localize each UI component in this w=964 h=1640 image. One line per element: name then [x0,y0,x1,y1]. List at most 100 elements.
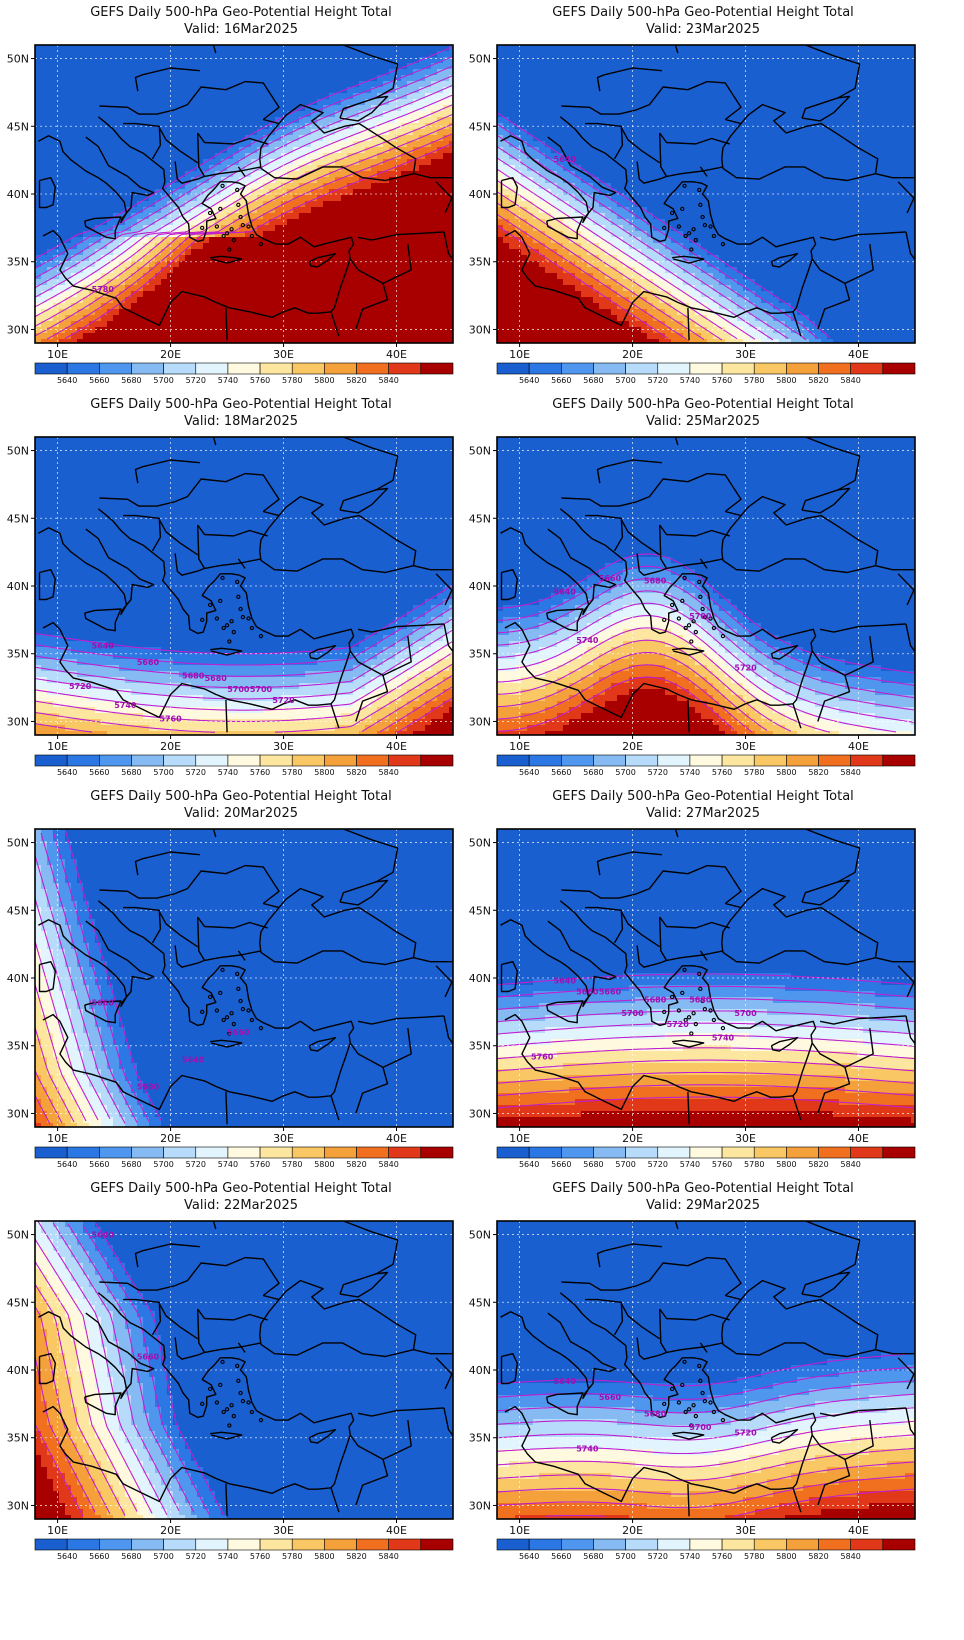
colorbar-swatch [593,1146,626,1159]
colorbar-swatch [131,1538,164,1551]
height-contours [35,829,162,1125]
lat-tick-label: 45N [7,120,29,133]
lat-tick-label: 30N [469,323,491,336]
contour-label: 5720 [734,663,757,672]
contour-labels: 5640 5660 5680 5700 5720 5740 [554,1377,757,1454]
lon-tick-label: 20E [622,1132,643,1145]
colorbar-swatch [721,1146,755,1159]
colorbar-swatch [657,1146,691,1159]
map-panel: GEFS Daily 500-hPa Geo-Potential Height … [0,392,482,802]
lon-tick-label: 30E [735,1132,756,1145]
colorbar-swatch [131,754,164,767]
colorbar-swatch [195,362,229,375]
map-panel: GEFS Daily 500-hPa Geo-Potential Height … [0,0,482,410]
colorbar: 5640 5660 5680 5700 5720 5740 5760 5780 5800 5820… [496,1146,916,1169]
colorbar-label: 5680 [583,768,603,777]
colorbar-swatch [882,362,916,375]
axis-ticks: 50N 45N 40N 35N 30N 10E 20E 30E 40E [7,53,407,361]
lat-tick-label: 30N [469,1499,491,1512]
map-plot: 5640 5660 5680 5700 5720 5740 50N 45N 40N 35N 30N 1… [469,436,916,777]
lat-tick-label: 40N [469,972,491,985]
colorbar-swatch [99,1538,132,1551]
colorbar-label: 5680 [121,376,141,385]
colorbar-swatch [528,1538,562,1551]
contour-label: 5720 [272,696,295,705]
colorbar-label: 5660 [551,376,571,385]
colorbar-swatch [291,1538,325,1551]
colorbar-label: 5700 [615,376,635,385]
contour-label: 5700 [227,685,250,694]
lat-tick-label: 35N [469,256,491,269]
shaded-height-field: 5640 5660 5680 5700 5720 5740 [497,1221,915,1519]
colorbar-swatch [291,1146,325,1159]
colorbar-label: 5740 [218,1160,238,1169]
colorbar-label: 5780 [744,768,764,777]
colorbar-label: 5760 [712,1552,732,1561]
colorbar-label: 5700 [615,1552,635,1561]
colorbar-label: 5660 [89,1160,109,1169]
axis-ticks: 50N 45N 40N 35N 30N 10E 20E 30E 40E [7,445,407,753]
coastlines [500,829,915,1125]
colorbar-swatch [388,1146,422,1159]
colorbar-label: 5800 [314,1552,334,1561]
contour-label: 5700 [689,1423,712,1432]
lon-tick-label: 40E [386,740,407,753]
colorbar-swatch [356,1146,389,1159]
colorbar: 5640 5660 5680 5700 5720 5740 5760 5780 5800 5820… [34,754,454,777]
colorbar-swatch [753,362,787,375]
lon-tick-label: 30E [273,348,294,361]
colorbar-swatch [291,362,325,375]
colorbar-swatch [324,1538,357,1551]
colorbar: 5640 5660 5680 5700 5720 5740 5760 5780 5800 5820… [496,754,916,777]
panel-valid-date: Valid: 23Mar2025 [462,21,944,38]
contour-label: 5680 [182,671,205,680]
lon-tick-label: 40E [848,1524,869,1537]
colorbar-label: 5760 [250,768,270,777]
colorbar-label: 5820 [346,376,366,385]
lat-tick-label: 50N [469,1229,491,1242]
contour-labels: 5640 5660 [92,1231,160,1362]
colorbar-swatch [593,1538,626,1551]
contour-label: 5720 [667,1020,690,1029]
shaded-height-field: 5640 5660 5680 5700 5720 5740 5760 5680 5700 5720 [35,437,453,735]
lat-tick-label: 45N [469,512,491,525]
contour-label: 5700 [250,685,273,694]
colorbar-swatch [561,1146,594,1159]
colorbar-label: 5720 [186,768,206,777]
colorbar-swatch [753,1538,787,1551]
lon-tick-label: 40E [386,1132,407,1145]
panel-title: GEFS Daily 500-hPa Geo-Potential Height … [462,1180,944,1197]
colorbar-swatch [528,754,562,767]
colorbar-label: 5800 [776,768,796,777]
contour-label: 5660 [92,998,115,1007]
colorbar-swatch [818,754,851,767]
colorbar-label: 5760 [712,768,732,777]
lat-tick-label: 45N [7,904,29,917]
colorbar-swatch [388,362,422,375]
axis-ticks: 50N 45N 40N 35N 30N 10E 20E 30E 40E [7,1229,407,1537]
lat-tick-label: 30N [469,1107,491,1120]
colorbar-swatch [99,754,132,767]
colorbar-swatch [131,362,164,375]
colorbar-label: 5760 [250,1552,270,1561]
colorbar-label: 5680 [583,1160,603,1169]
colorbar-swatch [850,362,884,375]
colorbar-label: 5780 [744,376,764,385]
colorbar-label: 5640 [519,1160,539,1169]
shaded-height-field: 5780 [35,45,453,343]
colorbar-swatch [561,754,594,767]
colorbar-swatch [388,754,422,767]
coastlines [500,45,915,341]
axis-ticks: 50N 45N 40N 35N 30N 10E 20E 30E 40E [469,53,869,361]
panel-title: GEFS Daily 500-hPa Geo-Potential Height … [0,396,482,413]
colorbar-swatch [227,362,261,375]
colorbar-swatch [163,362,197,375]
lon-tick-label: 30E [735,1524,756,1537]
panel-title: GEFS Daily 500-hPa Geo-Potential Height … [0,788,482,805]
colorbar: 5640 5660 5680 5700 5720 5740 5760 5780 5800 5820… [496,362,916,385]
colorbar: 5640 5660 5680 5700 5720 5740 5760 5780 5800 5820… [34,362,454,385]
colorbar-label: 5820 [346,1552,366,1561]
lon-tick-label: 10E [509,348,530,361]
colorbar: 5640 5660 5680 5700 5720 5740 5760 5780 5800 5820… [496,1538,916,1561]
lat-tick-label: 40N [7,1364,29,1377]
